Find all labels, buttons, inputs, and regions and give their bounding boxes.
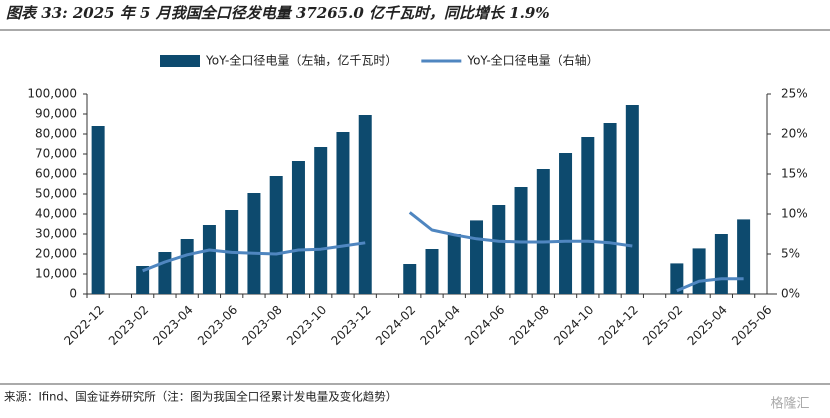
legend-swatch xyxy=(160,55,200,67)
x-tick-label: 2023-04 xyxy=(150,303,195,348)
x-tick-label: 2024-02 xyxy=(373,303,418,348)
line xyxy=(408,211,633,248)
y-tick-label: 100,000 xyxy=(27,87,77,101)
legend-label: YoY-全口径电量（右轴） xyxy=(466,53,598,68)
x-tick-label: 2023-02 xyxy=(106,303,151,348)
y-tick-label: 90,000 xyxy=(35,107,77,121)
x-tick-label: 2024-10 xyxy=(551,303,596,348)
bar xyxy=(447,234,461,294)
x-tick-label: 2025-04 xyxy=(685,303,730,348)
bar xyxy=(536,169,550,294)
watermark: 格隆汇 xyxy=(770,396,809,412)
x-tick-label: 2025-06 xyxy=(729,303,774,348)
bar xyxy=(269,176,283,294)
bar xyxy=(470,220,484,294)
bar xyxy=(425,249,439,294)
chart-title: 图表 33: 2025 年 5 月我国全口径发电量 37265.0 亿千瓦时，同… xyxy=(6,4,550,22)
bar xyxy=(714,234,728,294)
bar xyxy=(492,205,506,294)
y2-tick-label: 15% xyxy=(781,167,808,181)
y2-tick-label: 0% xyxy=(781,287,800,301)
y-tick-label: 50,000 xyxy=(35,187,77,201)
x-tick-label: 2024-08 xyxy=(507,303,552,348)
x-tick-label: 2023-06 xyxy=(195,303,240,348)
bar xyxy=(403,264,417,294)
line xyxy=(142,241,366,273)
x-tick-label: 2023-08 xyxy=(239,303,284,348)
bar xyxy=(291,161,305,294)
y-tick-label: 20,000 xyxy=(35,247,77,261)
source: 来源：Ifind、国金证券研究所（注：图为我国全口径累计发电量及变化趋势） xyxy=(4,390,397,404)
bar xyxy=(670,263,684,294)
y2-tick-label: 5% xyxy=(781,247,800,261)
y-tick-label: 60,000 xyxy=(35,167,77,181)
legend-label: YoY-全口径电量（左轴，亿千瓦时） xyxy=(205,53,397,68)
x-tick-label: 2023-12 xyxy=(328,303,373,348)
bar xyxy=(581,137,595,294)
line xyxy=(676,277,744,293)
x-tick-label: 2024-06 xyxy=(462,303,507,348)
bar xyxy=(91,126,105,294)
x-tick-label: 2023-10 xyxy=(284,303,329,348)
y2-tick-label: 20% xyxy=(781,127,808,141)
bar xyxy=(603,123,617,294)
y-tick-label: 10,000 xyxy=(35,267,77,281)
y2-tick-label: 10% xyxy=(781,207,808,221)
bar xyxy=(136,266,150,294)
y-tick-label: 30,000 xyxy=(35,227,77,241)
y2-tick-label: 25% xyxy=(781,87,808,101)
y-tick-label: 0 xyxy=(69,287,77,301)
bar xyxy=(559,153,573,294)
bar xyxy=(158,252,172,294)
bar xyxy=(692,248,706,294)
x-tick-label: 2024-12 xyxy=(596,303,641,348)
y-tick-label: 80,000 xyxy=(35,127,77,141)
y-tick-label: 70,000 xyxy=(35,147,77,161)
bar xyxy=(180,239,194,294)
bar xyxy=(625,105,639,294)
y-tick-label: 40,000 xyxy=(35,207,77,221)
bar xyxy=(358,115,372,294)
x-tick-label: 2022-12 xyxy=(61,303,106,348)
bar xyxy=(737,219,751,294)
x-tick-label: 2025-02 xyxy=(640,303,685,348)
x-tick-label: 2024-04 xyxy=(417,303,462,348)
bar xyxy=(336,132,350,294)
bar xyxy=(247,193,261,294)
bar xyxy=(202,225,216,294)
bar xyxy=(314,147,328,294)
